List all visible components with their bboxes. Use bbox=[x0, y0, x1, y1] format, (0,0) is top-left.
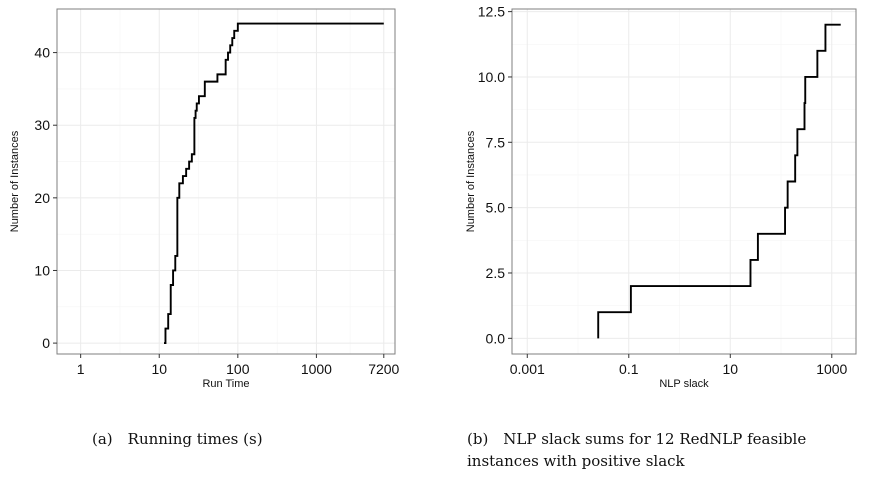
panel-border bbox=[56, 8, 396, 355]
x-axis-label: Run Time bbox=[202, 378, 249, 390]
x-tick-label: 100 bbox=[226, 361, 250, 377]
y-tick-label: 7.5 bbox=[486, 134, 506, 150]
y-tick-label: 40 bbox=[34, 45, 50, 61]
caption-a: (a) Running times (s) bbox=[92, 430, 263, 448]
y-tick-label: 10.0 bbox=[478, 69, 505, 85]
x-axis-label: NLP slack bbox=[659, 378, 709, 390]
x-tick-label: 1000 bbox=[301, 361, 332, 377]
y-tick-label: 20 bbox=[34, 190, 50, 206]
chart-nlp-slack: 0.0 2.5 5.0 7.5 10.0 12.5 0.001 0.1 10 1000 NLP sl… bbox=[465, 4, 857, 390]
x-tick-label: 7200 bbox=[368, 361, 399, 377]
y-tick-label: 10 bbox=[34, 262, 50, 278]
y-axis-label: Number of Instances bbox=[9, 130, 21, 232]
panel-border bbox=[511, 8, 857, 355]
y-tick-label: 30 bbox=[34, 117, 50, 133]
caption-b-line2: instances with positive slack bbox=[467, 452, 686, 470]
chart-running-times: 0 10 20 30 40 1 10 100 1000 7200 Run Time Number of… bbox=[9, 8, 400, 390]
y-tick-label: 5.0 bbox=[486, 200, 506, 216]
x-tick-label: 10 bbox=[151, 361, 167, 377]
plot-panel bbox=[512, 9, 856, 354]
y-axis-label: Number of Instances bbox=[465, 130, 477, 232]
x-tick-label: 0.1 bbox=[619, 361, 639, 377]
step-line-series bbox=[164, 22, 384, 345]
y-tick-label: 2.5 bbox=[486, 265, 506, 281]
x-tick-label: 1 bbox=[77, 361, 85, 377]
y-tick-label: 12.5 bbox=[478, 4, 505, 20]
step-line-series bbox=[597, 23, 841, 339]
x-tick-label: 10 bbox=[722, 361, 738, 377]
y-tick-label: 0.0 bbox=[486, 330, 506, 346]
x-tick-label: 0.001 bbox=[510, 361, 545, 377]
y-tick-label: 0 bbox=[42, 335, 50, 351]
caption-b-line1: (b) NLP slack sums for 12 RedNLP feasibl… bbox=[467, 430, 806, 448]
x-tick-label: 1000 bbox=[816, 361, 847, 377]
